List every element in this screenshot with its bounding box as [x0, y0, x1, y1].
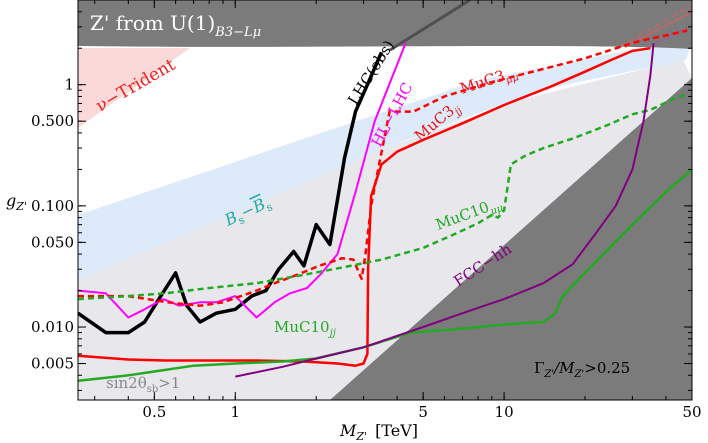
- y-axis-title-main: g: [6, 191, 16, 210]
- label-sin-tail: >1: [158, 374, 180, 392]
- y-tick-label: 0.010: [31, 318, 74, 336]
- region-u1-top: [78, 0, 692, 49]
- series-line-muc3jj: [78, 46, 651, 367]
- series-line-muc10jj: [78, 168, 692, 383]
- label-bs-sub: s: [236, 213, 247, 227]
- y-tick-label: 0.100: [31, 197, 74, 215]
- label-width-mid: /M: [552, 359, 575, 377]
- y-tick-label: 0.005: [31, 355, 74, 373]
- label-width-sub2: Z': [574, 369, 585, 380]
- label-sin-main: sin2θ: [106, 374, 147, 392]
- faint-purple-top: [649, 24, 692, 48]
- chart-title-main: Z' from U(1): [90, 11, 215, 35]
- region-sin2theta: [78, 60, 692, 400]
- label-width-gamma: Γ: [534, 359, 544, 377]
- x-tick-label: 5: [418, 403, 428, 421]
- series-line-lhc-obs: [78, 51, 384, 335]
- series-line-fcc-hh: [235, 43, 655, 378]
- label-muc10-mumu-sub: μμ: [489, 203, 505, 218]
- series-line-muc3: [78, 29, 688, 307]
- series-line-muc10: [78, 92, 688, 301]
- label-width-sub1: Z': [543, 369, 554, 380]
- region-bs-mixing: [78, 46, 690, 280]
- x-axis-title-unit: [TeV]: [375, 421, 418, 440]
- x-tick-label: 10: [495, 403, 514, 421]
- label-width-tail: >0.25: [584, 359, 630, 377]
- ticks-layer: 0.5 1 5 10 50 0.005 0.010 0.050 0.100 0.500 1: [31, 0, 702, 421]
- label-bsbar-sub: s: [264, 200, 275, 214]
- x-axis-title-sub: Z': [355, 430, 367, 443]
- y-tick-label: 0.500: [31, 112, 74, 130]
- faint-red-top: [619, 4, 692, 48]
- label-width-ratio: ΓZ'/MZ'>0.25: [534, 359, 630, 380]
- region-width: [330, 78, 692, 400]
- x-axis-title-main: M: [339, 421, 357, 440]
- x-tick-label: 1: [230, 403, 240, 421]
- label-sin-sub: sb: [147, 384, 159, 395]
- y-tick-label: 0.050: [31, 233, 74, 251]
- label-muc3-mumu-sub: μμ: [505, 72, 521, 86]
- label-muc10-jj-sub: jj: [328, 328, 336, 339]
- chart-title-sub: B3−Lμ: [214, 25, 261, 40]
- label-muc10-jj: MuC10jj: [274, 318, 336, 339]
- chart-title: Z' from U(1)B3−Lμ: [90, 11, 261, 40]
- x-axis-title: MZ' [TeV]: [339, 421, 418, 443]
- x-tick-label: 0.5: [142, 403, 166, 421]
- y-tick-label: 1: [64, 76, 74, 94]
- y-axis-title-sub: Z': [15, 200, 27, 213]
- x-tick-label: 50: [682, 403, 701, 421]
- plot-frame: [77, 0, 693, 401]
- y-axis-title: gZ': [6, 191, 27, 213]
- label-muc10-jj-main: MuC10: [274, 318, 330, 336]
- plot-area: [78, 0, 692, 400]
- faint-black-top: [389, 0, 471, 52]
- series-line-hl-lhc: [78, 42, 407, 319]
- region-trident: [78, 48, 190, 128]
- series-layer: [78, 29, 692, 383]
- label-sin2theta: sin2θsb>1: [106, 374, 180, 395]
